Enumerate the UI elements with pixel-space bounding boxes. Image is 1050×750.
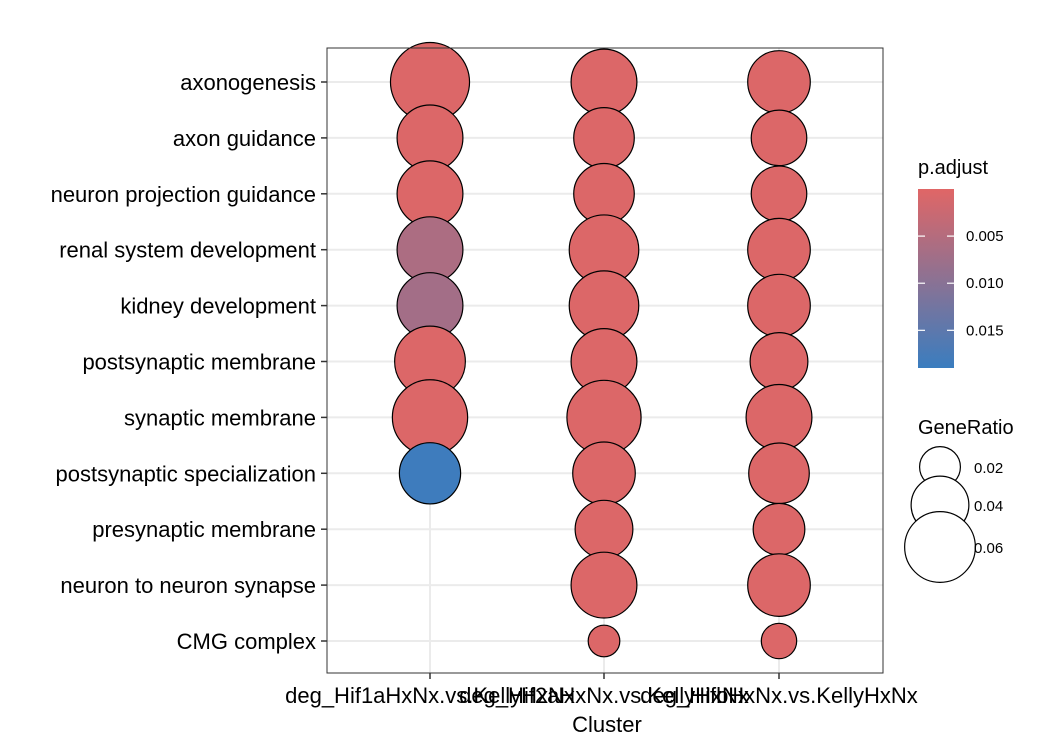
- data-point: [750, 109, 808, 167]
- size-legend-label: 0.04: [974, 498, 1003, 515]
- x-axis-title: Cluster: [572, 712, 642, 737]
- data-point: [574, 499, 634, 559]
- y-tick-label: axon guidance: [173, 126, 316, 151]
- data-points: [389, 41, 813, 660]
- data-point: [752, 502, 806, 556]
- size-legend-items: 0.02 0.04 0.06: [904, 445, 1003, 583]
- data-point: [587, 624, 621, 658]
- y-tick-label: renal system development: [59, 238, 316, 263]
- data-point: [573, 107, 635, 169]
- data-point: [570, 551, 638, 619]
- size-legend-title: GeneRatio: [918, 417, 1014, 439]
- data-point: [747, 553, 811, 617]
- size-legend-label: 0.02: [974, 460, 1003, 477]
- data-point: [749, 332, 809, 391]
- color-legend-tick-label: 0.010: [966, 275, 1004, 292]
- y-tick-label: neuron to neuron synapse: [60, 573, 316, 598]
- color-legend-title: p.adjust: [918, 157, 988, 179]
- y-tick-label: neuron projection guidance: [51, 182, 316, 207]
- x-tick-label: deg_HifbHxNx.vs.KellyHxNx: [640, 683, 918, 708]
- color-legend-tick-label: 0.015: [966, 322, 1004, 339]
- color-legend-ticks: 0.005 0.010 0.015: [918, 228, 1004, 339]
- size-legend-key: [904, 511, 976, 583]
- y-tick-label: postsynaptic specialization: [56, 461, 316, 486]
- y-tick-label: CMG complex: [177, 629, 316, 654]
- color-legend-tick-label: 0.005: [966, 228, 1004, 245]
- data-point: [747, 217, 811, 282]
- data-point: [398, 442, 462, 505]
- data-point: [747, 273, 811, 338]
- data-point: [748, 442, 810, 505]
- x-axis: deg_Hif1aHxNx.vs.KellyHxNxdeg_Hif2aHxNx.…: [285, 673, 918, 708]
- data-point: [750, 165, 808, 223]
- data-point: [747, 50, 811, 114]
- y-tick-label: presynaptic membrane: [92, 517, 316, 542]
- color-legend: p.adjust 0.005 0.010 0.015: [918, 157, 1004, 368]
- panel-border: [326, 47, 884, 674]
- y-axis: axonogenesis axon guidance neuron projecti…: [51, 70, 327, 654]
- data-point: [570, 48, 638, 116]
- size-legend: GeneRatio 0.02 0.04 0.06: [904, 417, 1014, 583]
- data-point: [760, 622, 798, 660]
- y-tick-label: postsynaptic membrane: [82, 350, 316, 375]
- color-legend-bar: [918, 189, 954, 368]
- y-tick-label: kidney development: [120, 294, 316, 319]
- data-point: [745, 383, 813, 451]
- y-tick-label: synaptic membrane: [124, 405, 316, 430]
- x-tick-label: deg_Hif2aHxNx.vs.KellyHxNx: [459, 683, 749, 708]
- x-tick-label: deg_Hif1aHxNx.vs.KellyHxNx: [285, 683, 575, 708]
- data-point: [572, 441, 636, 506]
- size-legend-label: 0.06: [974, 540, 1003, 557]
- y-tick-label: axonogenesis: [180, 70, 316, 95]
